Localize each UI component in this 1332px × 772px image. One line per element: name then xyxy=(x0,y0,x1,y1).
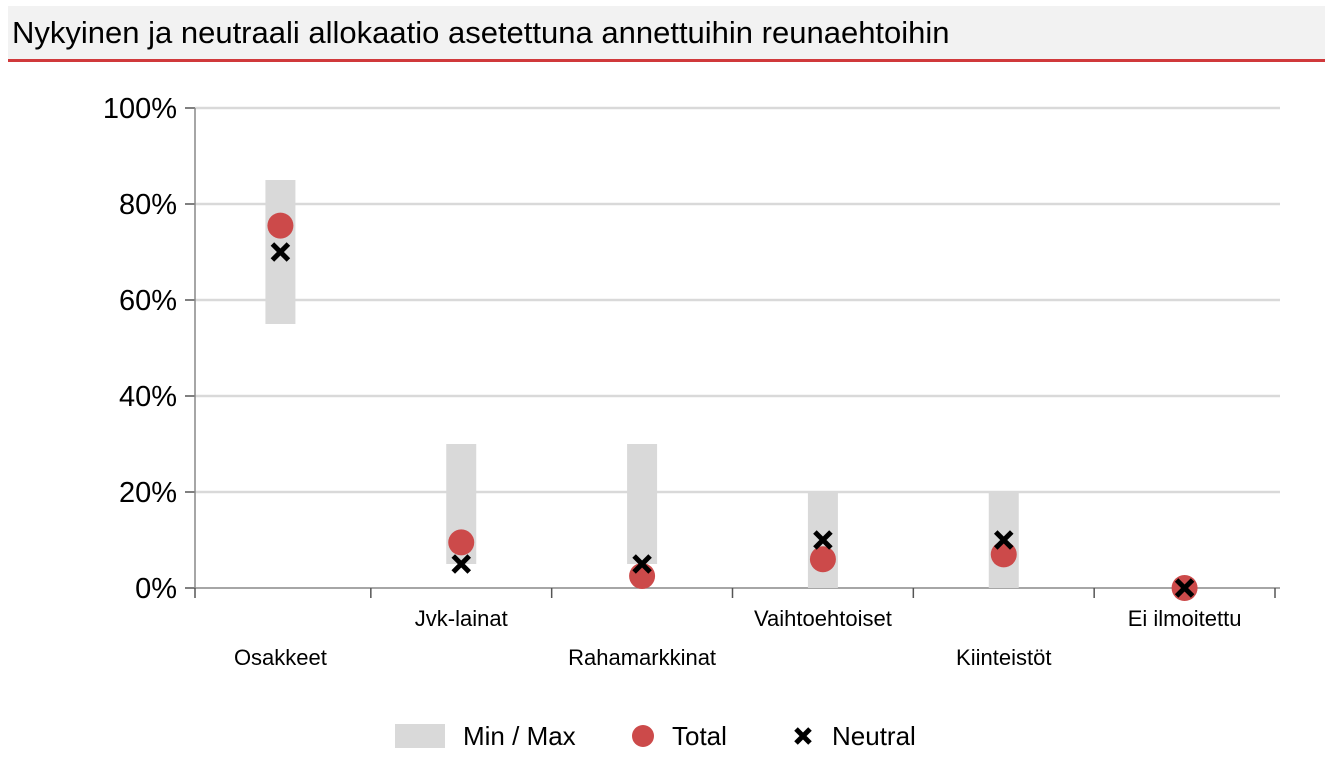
total-point xyxy=(267,212,294,239)
total-point xyxy=(809,546,836,573)
legend-item-total: Total xyxy=(632,712,727,760)
y-tick-label: 60% xyxy=(119,285,177,317)
chart-legend: Min / Max Total Neutral xyxy=(0,712,1332,760)
neutral-point xyxy=(451,554,472,574)
allocation-chart: 0% 20% 40% 60% 80% 100% Osakkeet Jvk-lainat Raha… xyxy=(103,93,1280,670)
neutral-point xyxy=(632,554,652,574)
neutral-point xyxy=(1174,578,1195,598)
chart-title-bar: Nykyinen ja neutraali allokaatio asetett… xyxy=(8,6,1325,62)
legend-item-minmax: Min / Max xyxy=(395,712,576,760)
x-category-label: Rahamarkkinat xyxy=(568,645,716,670)
legend-swatch-neutral xyxy=(792,725,814,747)
x-category-label: Osakkeet xyxy=(234,645,327,670)
neutral-point xyxy=(813,530,833,550)
neutral-point xyxy=(270,242,291,262)
legend-item-neutral: Neutral xyxy=(792,712,916,760)
legend-label-minmax: Min / Max xyxy=(463,720,576,751)
legend-swatch-minmax xyxy=(395,724,445,748)
legend-label-total: Total xyxy=(672,720,727,751)
legend-label-neutral: Neutral xyxy=(832,720,916,751)
legend-swatch-total xyxy=(632,725,654,747)
y-tick-label: 20% xyxy=(119,477,177,509)
chart-title: Nykyinen ja neutraali allokaatio asetett… xyxy=(12,15,950,50)
minmax-range-bar xyxy=(627,444,658,564)
y-tick-label: 80% xyxy=(119,189,177,221)
neutral-point xyxy=(993,530,1014,550)
total-point xyxy=(448,529,475,556)
y-tick-label: 40% xyxy=(119,381,177,413)
y-tick-label: 100% xyxy=(103,93,177,125)
x-category-label: Kiinteistöt xyxy=(956,645,1051,670)
x-category-label: Vaihtoehtoiset xyxy=(754,606,892,631)
x-category-label: Jvk-lainat xyxy=(415,606,508,631)
total-point xyxy=(990,541,1017,568)
x-category-label: Ei ilmoitettu xyxy=(1128,606,1242,631)
y-tick-label: 0% xyxy=(135,573,177,605)
